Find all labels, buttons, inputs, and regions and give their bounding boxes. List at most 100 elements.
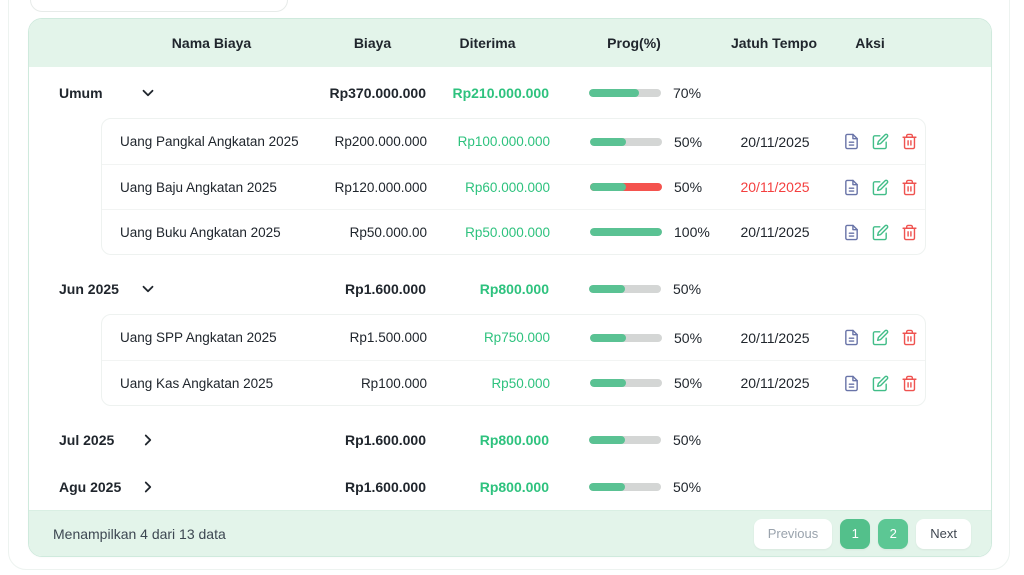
page-1-button[interactable]: 1 xyxy=(840,518,871,549)
row-jatuh-tempo: 20/11/2025 xyxy=(740,329,810,346)
view-detail-button[interactable] xyxy=(842,223,860,241)
column-header-biaya: Biaya xyxy=(353,35,392,51)
edit-button[interactable] xyxy=(871,133,889,151)
row-nama-biaya: Uang Kas Angkatan 2025 xyxy=(120,375,274,391)
edit-icon xyxy=(872,329,888,346)
biaya-table-card: Nama Biaya Biaya Diterima Prog(%) Jatuh … xyxy=(28,18,992,557)
group-biaya-value: Rp1.600.000 xyxy=(345,280,426,297)
next-page-button[interactable]: Next xyxy=(916,518,971,549)
trash-icon xyxy=(901,329,917,346)
group-diterima-value: Rp800.000 xyxy=(479,431,549,448)
progress-percent-label: 100% xyxy=(674,224,710,240)
edit-icon xyxy=(872,375,888,391)
group-row: Jun 2025 Rp1.600.000 Rp800.000 50% xyxy=(29,265,991,312)
row-nama-biaya: Uang SPP Angkatan 2025 xyxy=(120,330,277,345)
document-icon xyxy=(844,375,858,391)
progress-bar-fill xyxy=(589,435,625,444)
trash-icon-button[interactable] xyxy=(900,223,918,241)
row-biaya-value: Rp1.500.000 xyxy=(349,330,427,345)
trash-icon xyxy=(901,133,917,150)
group-diterima-value: Rp800.000 xyxy=(479,280,549,297)
chevron-down-icon[interactable] xyxy=(139,84,157,102)
top-tab-remnant xyxy=(30,0,288,12)
trash-icon xyxy=(901,375,917,391)
progress-bar xyxy=(590,183,662,191)
trash-icon-button[interactable] xyxy=(900,178,918,196)
pagination: Previous 1 2 Next xyxy=(753,518,971,549)
table-row: Uang SPP Angkatan 2025 Rp1.500.000 Rp750… xyxy=(102,315,925,360)
progress-bar xyxy=(590,379,662,387)
row-nama-biaya: Uang Buku Angkatan 2025 xyxy=(120,224,281,240)
column-header-jatuh-tempo: Jatuh Tempo xyxy=(730,35,818,51)
progress-bar-fill xyxy=(589,482,625,491)
table-header-row: Nama Biaya Biaya Diterima Prog(%) Jatuh … xyxy=(29,19,991,67)
chevron-right-icon[interactable] xyxy=(139,431,157,449)
edit-icon xyxy=(872,224,888,240)
group-label: Jul 2025 xyxy=(59,431,115,448)
table-row: Uang Kas Angkatan 2025 Rp100.000 Rp50.00… xyxy=(102,360,925,405)
view-detail-button[interactable] xyxy=(842,133,860,151)
trash-icon xyxy=(901,224,917,240)
row-biaya-value: Rp50.000.00 xyxy=(349,224,427,240)
row-nama-biaya: Uang Baju Angkatan 2025 xyxy=(120,179,277,195)
progress-percent-label: 50% xyxy=(673,478,702,495)
document-icon xyxy=(844,224,858,240)
progress-percent-label: 70% xyxy=(673,84,702,101)
edit-button[interactable] xyxy=(871,374,889,392)
edit-button[interactable] xyxy=(871,329,889,347)
group-biaya-value: Rp1.600.000 xyxy=(345,431,426,448)
row-diterima-value: Rp60.000.000 xyxy=(465,179,550,195)
trash-icon-button[interactable] xyxy=(900,329,918,347)
row-jatuh-tempo: 20/11/2025 xyxy=(740,133,810,150)
progress-percent-label: 50% xyxy=(674,329,703,346)
progress-bar-fill xyxy=(589,284,625,293)
row-diterima-value: Rp50.000 xyxy=(491,375,550,391)
view-detail-button[interactable] xyxy=(842,178,860,196)
progress-bar-fill xyxy=(590,228,662,236)
progress-bar-fill xyxy=(590,137,626,146)
progress-bar xyxy=(589,284,661,293)
trash-icon-button[interactable] xyxy=(900,374,918,392)
view-detail-button[interactable] xyxy=(842,374,860,392)
page-2-button[interactable]: 2 xyxy=(878,518,909,549)
group-label: Agu 2025 xyxy=(59,478,122,495)
edit-button[interactable] xyxy=(871,178,889,196)
progress-bar-fill xyxy=(590,333,626,342)
column-header-diterima: Diterima xyxy=(459,35,516,51)
progress-bar xyxy=(590,137,662,146)
chevron-right-icon[interactable] xyxy=(139,478,157,496)
previous-page-button[interactable]: Previous xyxy=(753,518,833,549)
trash-icon xyxy=(901,179,917,195)
sub-rows-container: Uang SPP Angkatan 2025 Rp1.500.000 Rp750… xyxy=(101,314,926,406)
chevron-down-icon[interactable] xyxy=(139,280,157,298)
progress-percent-label: 50% xyxy=(674,375,703,391)
progress-percent-label: 50% xyxy=(674,179,703,195)
progress-bar xyxy=(589,88,661,97)
group-biaya-value: Rp1.600.000 xyxy=(345,478,426,495)
group-row: Jul 2025 Rp1.600.000 Rp800.000 50% xyxy=(29,416,991,463)
row-diterima-value: Rp50.000.000 xyxy=(465,224,550,240)
group-biaya-value: Rp370.000.000 xyxy=(329,84,426,101)
row-biaya-value: Rp100.000 xyxy=(360,375,427,391)
row-biaya-value: Rp200.000.000 xyxy=(334,134,427,149)
progress-bar-fill xyxy=(589,88,640,97)
table-row: Uang Baju Angkatan 2025 Rp120.000.000 Rp… xyxy=(102,164,925,209)
trash-icon-button[interactable] xyxy=(900,133,918,151)
table-row: Uang Buku Angkatan 2025 Rp50.000.00 Rp50… xyxy=(102,209,925,254)
progress-bar-fill xyxy=(590,183,626,191)
progress-bar-fill xyxy=(590,379,626,387)
progress-percent-label: 50% xyxy=(674,133,703,150)
table-footer: Menampilkan 4 dari 13 data Previous 1 2 … xyxy=(29,510,991,556)
table-row: Uang Pangkal Angkatan 2025 Rp200.000.000… xyxy=(102,119,925,164)
edit-icon xyxy=(872,179,888,195)
view-detail-button[interactable] xyxy=(842,329,860,347)
row-jatuh-tempo: 20/11/2025 xyxy=(740,224,810,240)
row-jatuh-tempo: 20/11/2025 xyxy=(740,375,810,391)
table-groups: Umum Rp370.000.000 Rp210.000.000 70% Uan… xyxy=(29,67,991,510)
row-diterima-value: Rp750.000 xyxy=(483,330,550,345)
document-icon xyxy=(844,179,858,195)
sub-rows-container: Uang Pangkal Angkatan 2025 Rp200.000.000… xyxy=(101,118,926,255)
document-icon xyxy=(844,329,858,346)
edit-button[interactable] xyxy=(871,223,889,241)
